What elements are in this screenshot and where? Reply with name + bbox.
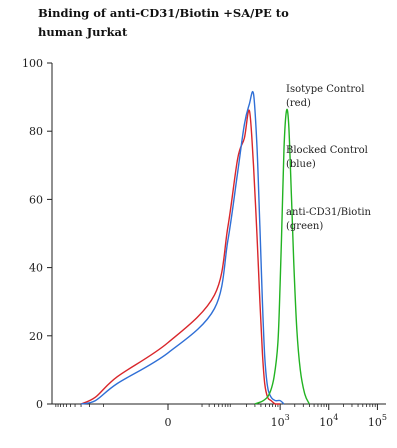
x-tick-label: 0 (164, 416, 171, 429)
series-line-2 (80, 91, 285, 405)
chart-title-line-1: Binding of anti-CD31/Biotin +SA/PE to (38, 6, 289, 20)
y-tick-label: 60 (29, 193, 43, 206)
chart-title: Binding of anti-CD31/Biotin +SA/PE to hu… (38, 4, 368, 42)
legend-entry-2-line-2: (blue) (286, 159, 316, 170)
x-tick-label: 104 (319, 413, 338, 429)
legend-entry-2-line-1: Blocked Control (286, 145, 368, 156)
legend: Isotype Control (red) Blocked Control (blue… (286, 84, 372, 232)
chart-title-line-2: human Jurkat (38, 25, 128, 39)
series-line-1 (80, 109, 281, 405)
x-tick-label: 105 (368, 413, 387, 429)
axes: 0 20 40 60 80 100 0 103 104 105 (22, 57, 387, 429)
legend-entry-3-line-2: (green) (286, 221, 323, 232)
y-tick-label: 20 (29, 330, 43, 343)
y-tick-label: 0 (36, 398, 43, 411)
legend-entry-1-line-1: Isotype Control (286, 84, 364, 95)
y-tick-label: 40 (29, 262, 43, 275)
series-layer (80, 91, 311, 405)
series-line-3 (254, 108, 311, 405)
y-tick-label: 80 (29, 125, 43, 138)
legend-entry-3-line-1: anti-CD31/Biotin (286, 207, 372, 218)
legend-entry-1-line-2: (red) (286, 98, 311, 109)
y-tick-label: 100 (22, 57, 43, 70)
x-tick-label: 103 (271, 413, 290, 429)
